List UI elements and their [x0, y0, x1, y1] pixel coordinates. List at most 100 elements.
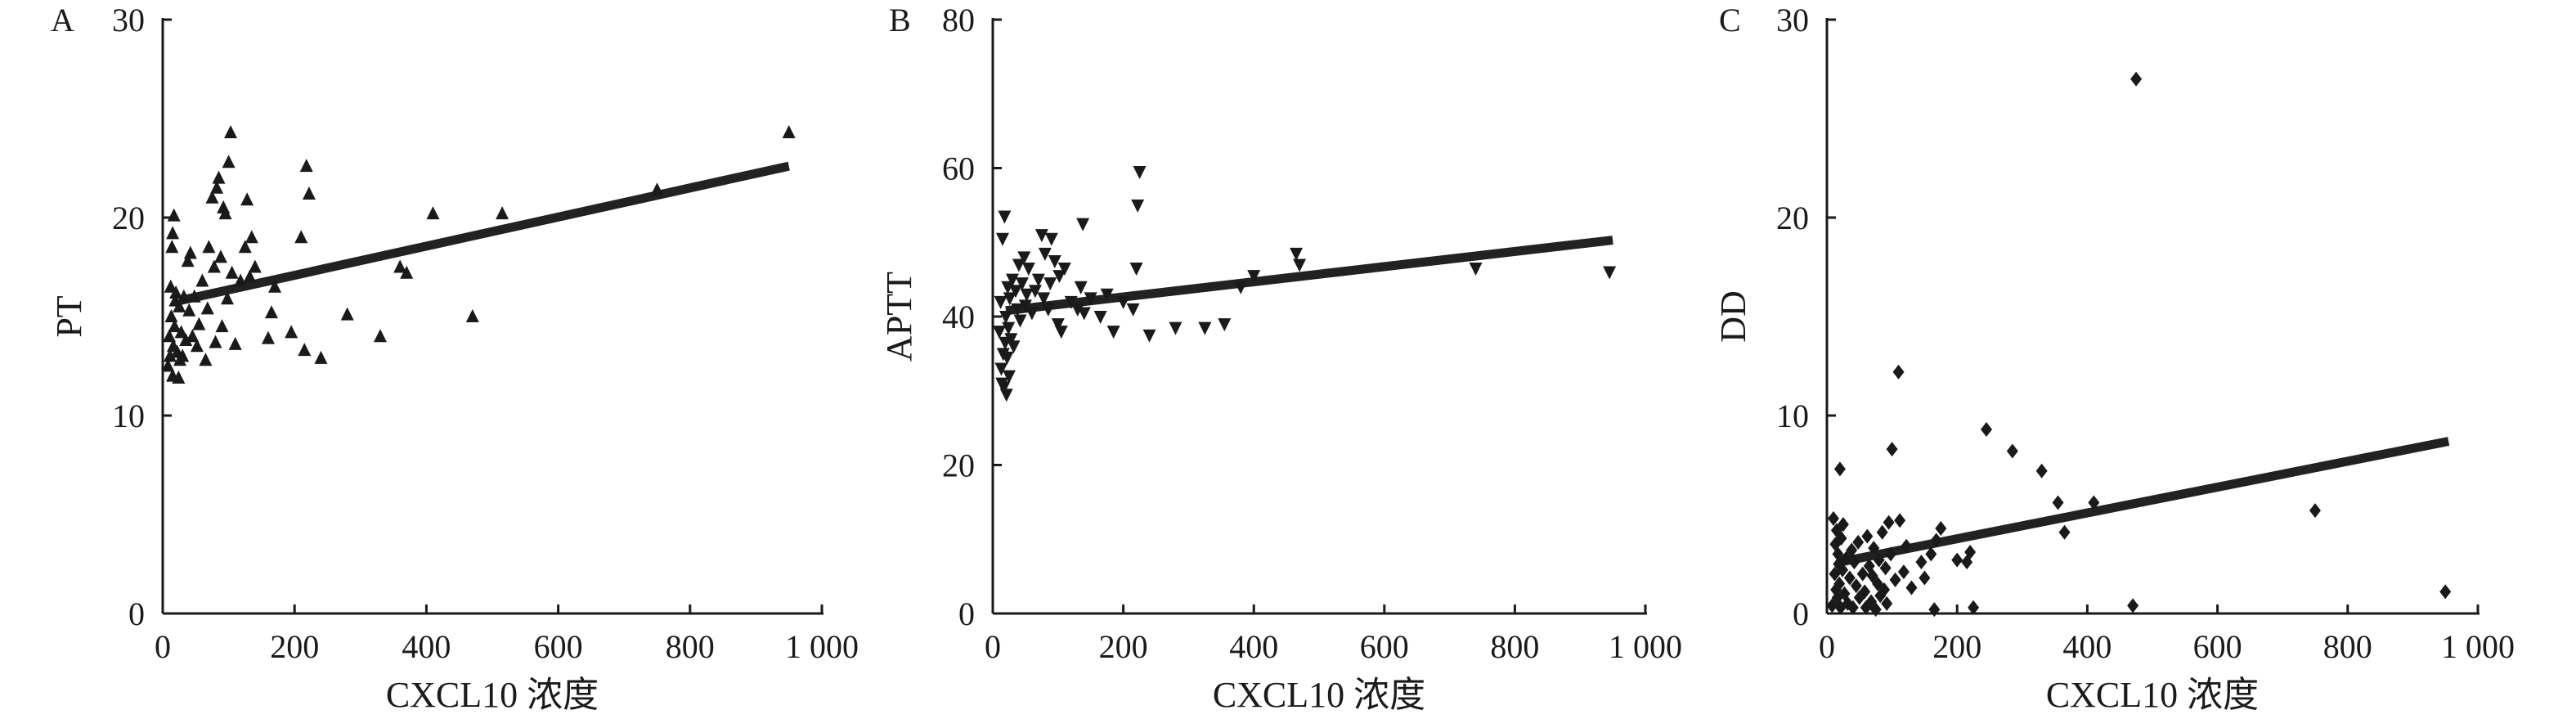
data-point	[999, 311, 1012, 324]
panel-label: B	[889, 2, 911, 38]
data-point	[187, 289, 201, 303]
data-point	[1901, 538, 1913, 554]
y-tick-label: 20	[942, 447, 975, 484]
data-point	[1964, 544, 1977, 559]
x-axis-title: CXCL10 浓度	[2046, 675, 2259, 715]
data-point	[1832, 546, 1844, 562]
y-tick-label: 0	[958, 595, 975, 632]
data-point	[1861, 528, 1874, 544]
data-point	[1198, 321, 1212, 335]
data-point	[1064, 295, 1078, 309]
data-point	[1837, 517, 1849, 533]
data-point	[1008, 285, 1022, 299]
data-point	[1837, 562, 1849, 577]
x-tick-label: 200	[270, 628, 319, 665]
data-point	[1070, 303, 1084, 317]
data-point	[1868, 541, 1880, 556]
data-point	[1833, 576, 1846, 591]
data-point	[245, 230, 258, 244]
y-tick-label: 40	[942, 299, 975, 335]
data-point	[243, 269, 257, 283]
data-point	[1021, 263, 1035, 276]
data-point	[1234, 281, 1248, 294]
data-point	[1878, 582, 1891, 597]
data-point	[496, 206, 509, 220]
data-point	[1005, 273, 1019, 287]
data-point	[302, 186, 316, 200]
data-point	[400, 265, 414, 279]
data-point	[782, 124, 796, 138]
data-point	[182, 303, 196, 317]
y-tick-label: 60	[942, 151, 975, 187]
data-point	[998, 210, 1012, 224]
data-point	[1074, 281, 1088, 294]
data-point	[1869, 602, 1882, 618]
data-point	[161, 358, 175, 372]
data-point	[173, 299, 186, 312]
x-tick-label: 0	[1819, 628, 1835, 665]
data-point	[1077, 307, 1091, 321]
data-point	[299, 159, 313, 173]
data-point	[225, 265, 239, 279]
data-point	[240, 192, 254, 206]
data-point	[1247, 270, 1261, 284]
regression-line	[1005, 236, 1613, 316]
data-point	[166, 226, 180, 240]
data-point	[373, 329, 387, 343]
data-point	[1968, 600, 1980, 615]
x-tick-label: 200	[1932, 628, 1981, 665]
x-tick-label: 1 000	[2441, 628, 2515, 665]
data-point	[179, 333, 193, 347]
data-point	[210, 180, 224, 194]
data-point	[169, 285, 183, 299]
data-point	[1037, 292, 1051, 306]
x-tick-label: 1 000	[1609, 628, 1682, 665]
chart-panel-a: 0 10 20 A 30 0 200 400 600 800 1 000 CXCL10 浓度 PT	[49, 2, 859, 715]
data-point	[220, 291, 234, 305]
data-point	[1002, 321, 1016, 335]
x-tick-label: 800	[1490, 628, 1539, 665]
data-point	[2052, 495, 2064, 510]
data-point	[1835, 531, 1847, 546]
data-point	[1290, 247, 1304, 261]
data-point	[1928, 602, 1941, 618]
data-point	[1025, 307, 1039, 321]
x-tick-label: 600	[2193, 628, 2242, 665]
data-point	[1142, 329, 1156, 343]
data-point	[1919, 570, 1931, 586]
data-point	[164, 309, 178, 322]
data-point	[192, 317, 206, 330]
data-point	[1002, 370, 1016, 384]
data-point	[1054, 326, 1068, 339]
data-point	[176, 348, 190, 362]
x-tick-label: 1 000	[785, 628, 859, 665]
data-point	[181, 254, 195, 267]
data-point	[1003, 292, 1016, 306]
data-point	[183, 245, 197, 259]
data-point	[1847, 600, 1859, 615]
y-tick-label: 0	[1793, 595, 1809, 632]
data-point	[174, 325, 188, 339]
data-point	[261, 330, 275, 344]
data-point	[164, 279, 177, 293]
data-point	[999, 389, 1013, 402]
data-point	[177, 289, 191, 303]
data-point	[298, 343, 312, 357]
data-point	[1885, 546, 1897, 562]
data-point	[222, 155, 236, 169]
chart-panel-c: 0 10 20 C 30 0 200 400 600 800 1 000 CXCL10 浓度 DD	[1713, 2, 2515, 715]
data-point	[1859, 584, 1871, 600]
data-point	[1915, 555, 1928, 570]
data-point	[238, 240, 252, 254]
data-point	[1041, 303, 1055, 317]
data-point	[1981, 421, 1993, 437]
data-point	[207, 259, 221, 273]
y-tick-label: 10	[1776, 398, 1809, 434]
data-point	[1892, 364, 1905, 380]
x-tick-label: 800	[2323, 628, 2372, 665]
data-point	[167, 208, 181, 222]
data-point	[1827, 510, 1839, 526]
data-point	[1007, 340, 1021, 354]
data-point	[2035, 463, 2048, 479]
data-point	[199, 353, 213, 366]
